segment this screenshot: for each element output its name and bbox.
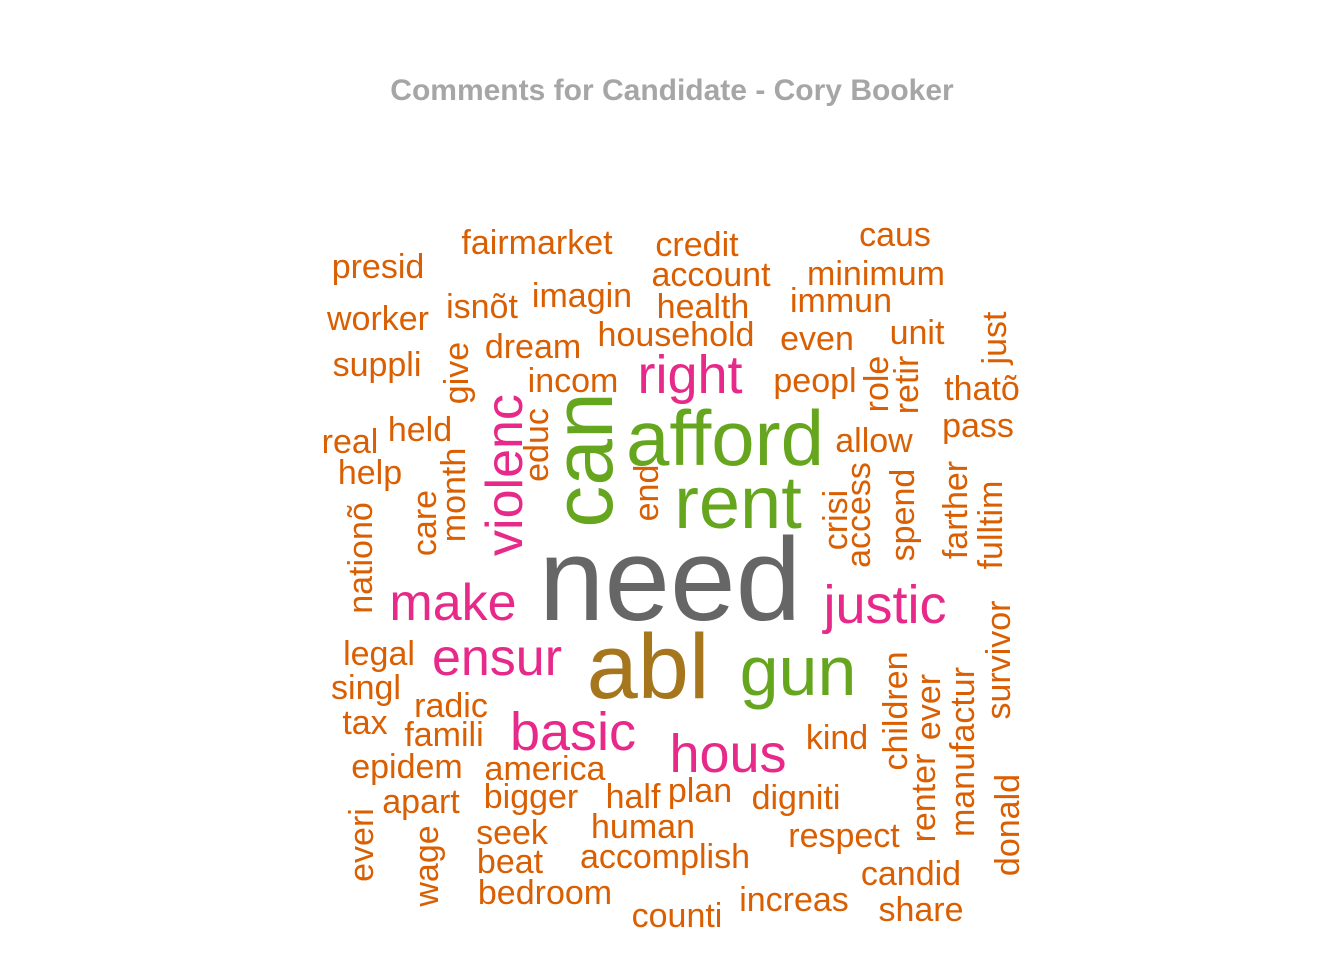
word-abl: abl (587, 616, 710, 718)
word-seek: seek (476, 814, 549, 852)
word-renter: renter (905, 754, 943, 843)
word-kind: kind (806, 719, 868, 757)
word-presid: presid (332, 248, 425, 286)
word-afford: afford (626, 394, 824, 482)
word-nationõ: nationõ (342, 502, 380, 614)
word-ensur: ensur (432, 629, 562, 687)
word-care: care (406, 490, 444, 556)
word-even: even (780, 320, 854, 358)
word-access: access (840, 462, 878, 568)
word-worker: worker (326, 300, 429, 338)
word-candid: candid (861, 855, 961, 893)
word-month: month (435, 448, 473, 543)
word-respect: respect (788, 817, 900, 855)
word-unit: unit (890, 314, 945, 352)
word-just: just (976, 311, 1014, 365)
word-counti: counti (632, 897, 723, 935)
word-educ: educ (518, 408, 556, 482)
word-real: real (322, 423, 379, 461)
word-rent: rent (674, 461, 802, 544)
word-peopl: peopl (773, 362, 856, 400)
word-thatõ: thatõ (944, 370, 1020, 408)
word-everi: everi (343, 808, 381, 882)
word-survivor: survivor (980, 600, 1018, 719)
word-wage: wage (408, 825, 446, 907)
word-radic: radic (414, 687, 488, 725)
word-dream: dream (485, 328, 581, 366)
word-justic: justic (821, 575, 946, 635)
word-allow: allow (835, 422, 913, 460)
word-minimum: minimum (807, 255, 945, 293)
word-role: role (858, 356, 896, 413)
word-pass: pass (942, 407, 1014, 445)
word-share: share (878, 891, 963, 929)
word-account: account (651, 256, 771, 294)
word-epidem: epidem (351, 748, 463, 786)
word-human: human (591, 808, 695, 846)
word-help: help (338, 454, 402, 492)
word-farther: farther (937, 461, 975, 559)
word-plan: plan (668, 772, 732, 810)
word-beat: beat (477, 843, 544, 881)
word-legal: legal (343, 635, 415, 673)
word-make: make (389, 574, 516, 632)
word-household: household (598, 316, 755, 354)
word-retir: retir (888, 356, 926, 415)
word-singl: singl (331, 669, 401, 707)
word-fulltim: fulltim (972, 481, 1010, 570)
word-violenc: violenc (476, 394, 534, 556)
word-end: end (628, 465, 666, 522)
word-crisi: crisi (817, 490, 855, 550)
word-children: children (877, 651, 915, 770)
word-donald: donald (989, 774, 1027, 876)
word-spend: spend (884, 469, 922, 562)
word-isnõt: isnõt (446, 288, 518, 326)
word-incom: incom (528, 362, 619, 400)
word-imagin: imagin (532, 277, 632, 315)
word-america: america (485, 750, 606, 788)
word-need: need (539, 514, 802, 646)
word-ever: ever (910, 674, 948, 740)
word-apart: apart (382, 783, 460, 821)
word-bedroom: bedroom (478, 874, 612, 912)
word-give: give (438, 342, 476, 404)
word-caus: caus (859, 216, 931, 254)
word-can: can (536, 392, 630, 527)
word-suppli: suppli (333, 346, 422, 384)
word-basic: basic (510, 702, 636, 762)
chart-title: Comments for Candidate - Cory Booker (390, 74, 954, 107)
word-fairmarket: fairmarket (461, 224, 613, 262)
word-manufactur: manufactur (944, 667, 982, 837)
word-held: held (388, 411, 452, 449)
word-famili: famili (404, 716, 483, 754)
word-bigger: bigger (484, 778, 579, 816)
word-hous: hous (669, 724, 786, 784)
word-immun: immun (790, 282, 892, 320)
word-tax: tax (342, 704, 387, 742)
word-credit: credit (655, 226, 739, 264)
word-health: health (657, 288, 750, 326)
word-increas: increas (739, 881, 849, 919)
word-gun: gun (740, 632, 857, 710)
word-half: half (606, 778, 661, 816)
word-right: right (637, 345, 742, 405)
word-accomplish: accomplish (580, 838, 750, 876)
word-digniti: digniti (752, 779, 841, 817)
